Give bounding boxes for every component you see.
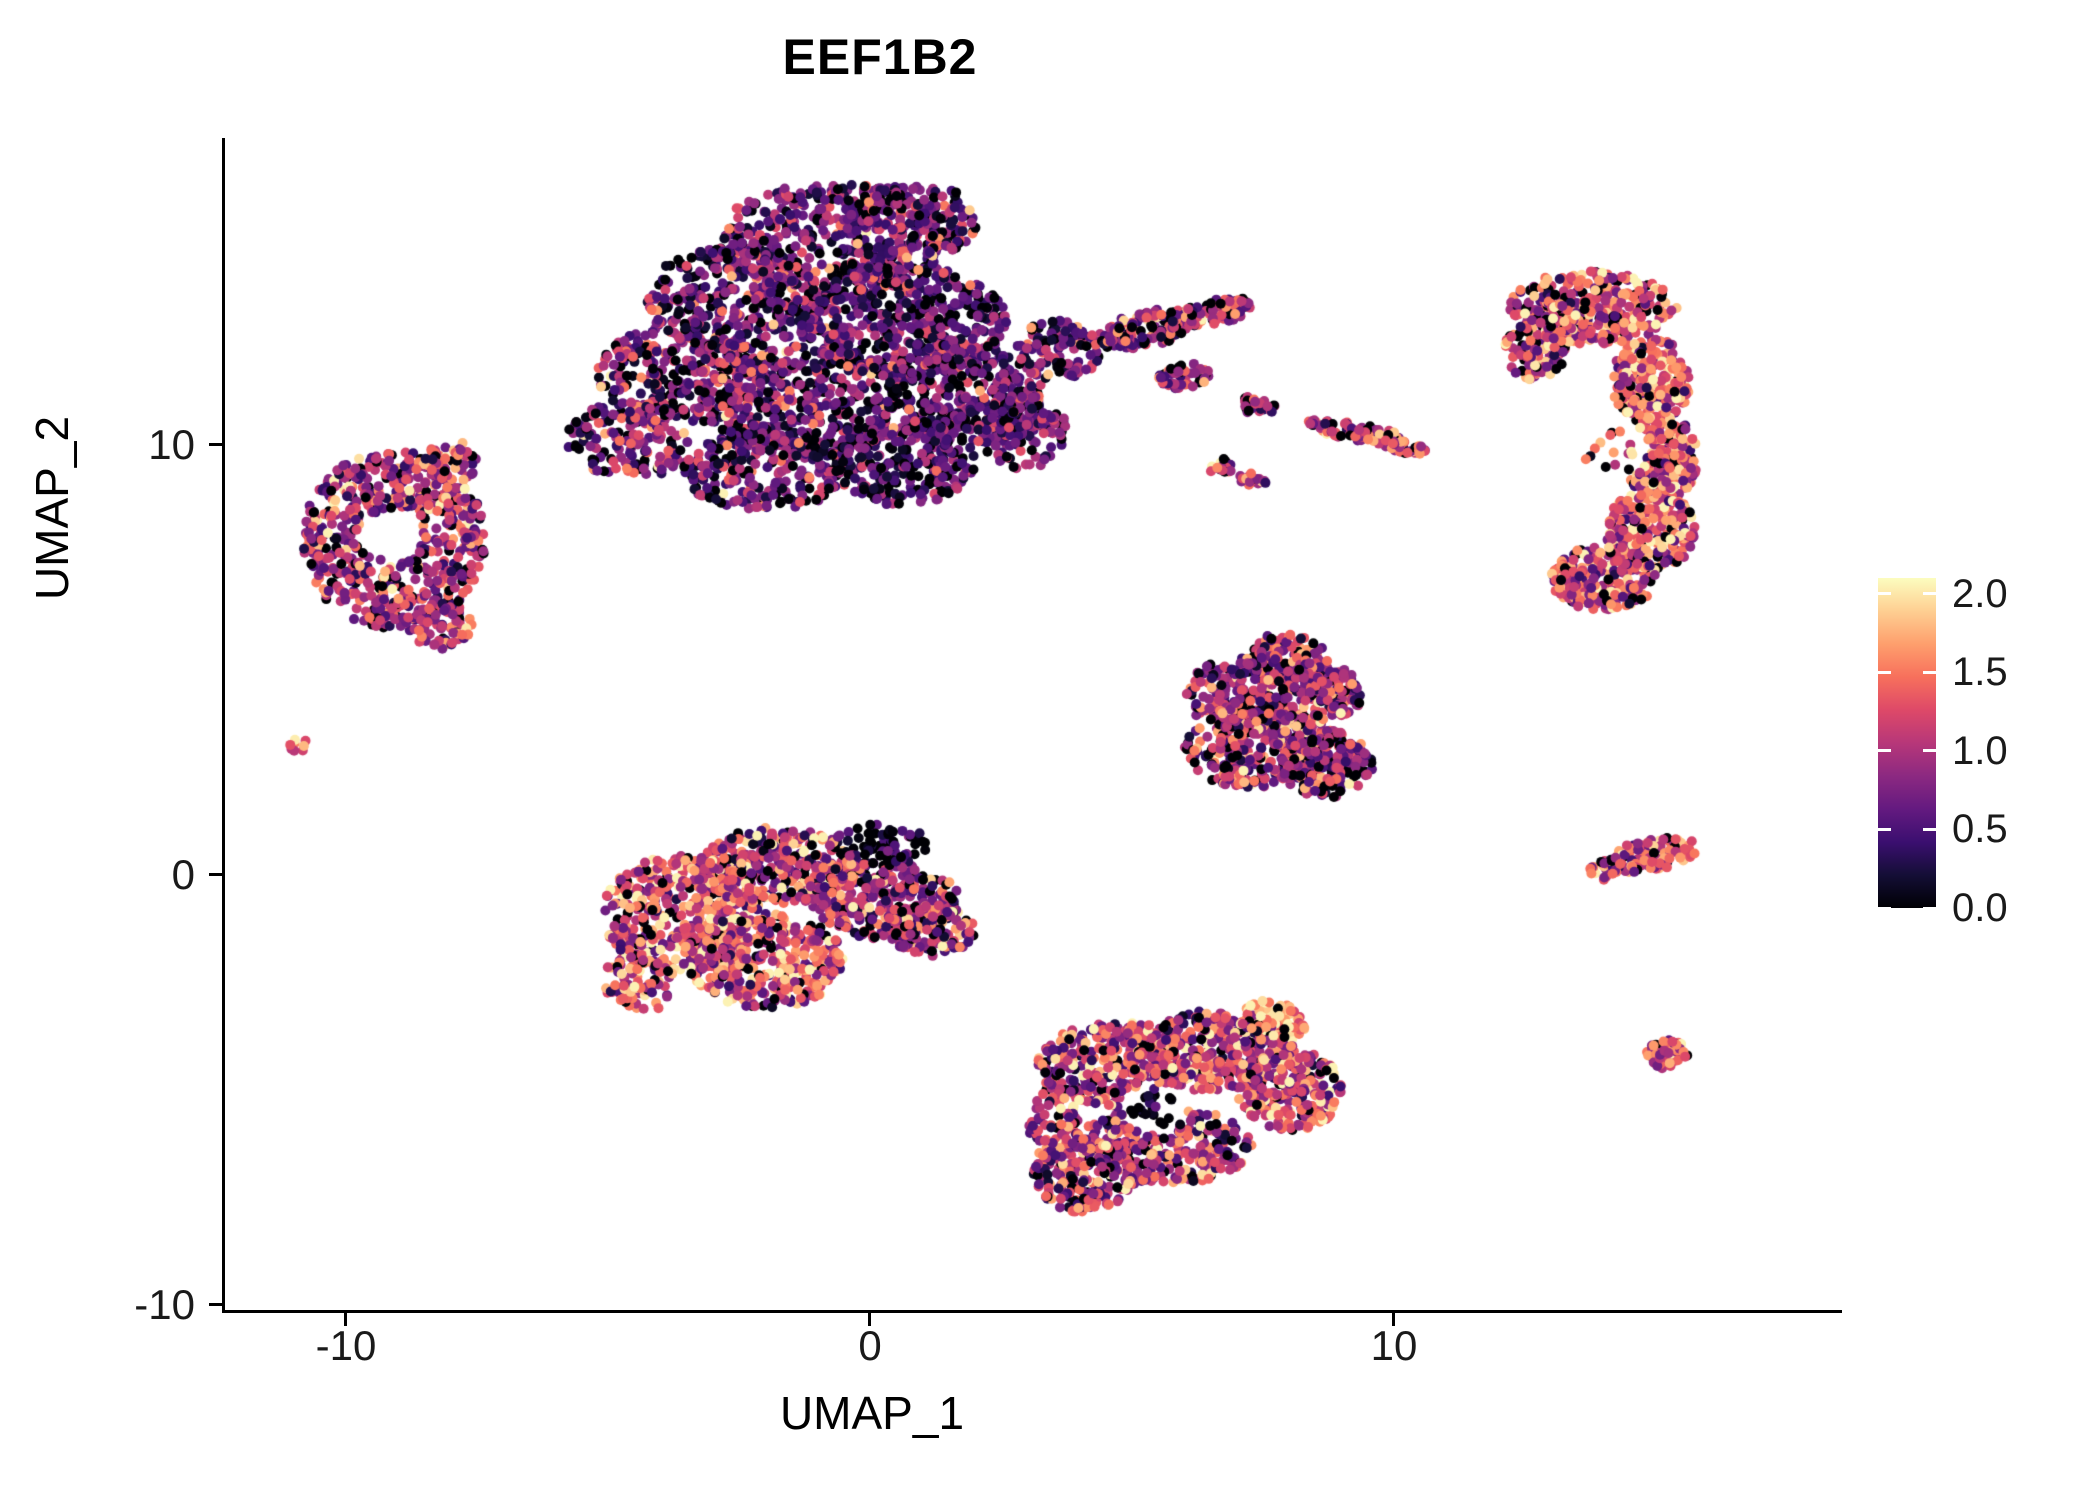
colorbar-tick-mark bbox=[1878, 827, 1891, 831]
colorbar-tick-mark bbox=[1878, 670, 1891, 674]
y-tick-mark bbox=[209, 1303, 222, 1306]
colorbar-tick-label: 2.0 bbox=[1952, 571, 2008, 616]
colorbar-tick-mark bbox=[1923, 592, 1936, 596]
y-tick-mark bbox=[209, 443, 222, 446]
y-axis-line bbox=[222, 138, 225, 1313]
x-axis-title: UMAP_1 bbox=[779, 1387, 965, 1439]
colorbar-tick-mark bbox=[1878, 592, 1891, 596]
y-tick-mark bbox=[209, 873, 222, 876]
plot-title: EEF1B2 bbox=[782, 29, 978, 85]
x-axis-tick-label: 10 bbox=[1370, 1322, 1418, 1369]
y-axis-tick-label: 10 bbox=[148, 421, 195, 468]
x-axis-line bbox=[222, 1310, 1842, 1313]
colorbar-tick-mark bbox=[1878, 749, 1891, 753]
colorbar-tick-mark bbox=[1923, 670, 1936, 674]
x-axis-tick-label: 0 bbox=[858, 1322, 882, 1369]
colorbar-tick-label: 1.0 bbox=[1952, 728, 2008, 773]
x-tick-mark bbox=[1392, 1313, 1395, 1326]
colorbar-tick-mark bbox=[1923, 749, 1936, 753]
x-tick-mark bbox=[868, 1313, 871, 1326]
x-axis-tick-label: -10 bbox=[315, 1322, 377, 1369]
x-tick-mark bbox=[344, 1313, 347, 1326]
colorbar-tick-mark bbox=[1878, 906, 1891, 910]
y-axis-title: UMAP_2 bbox=[26, 415, 78, 601]
colorbar-tick-label: 1.5 bbox=[1952, 650, 2008, 695]
colorbar-tick-mark bbox=[1923, 906, 1936, 910]
y-axis-tick-label: -10 bbox=[134, 1281, 195, 1328]
y-axis-tick-label: 0 bbox=[171, 851, 195, 898]
colorbar-tick-label: 0.5 bbox=[1952, 807, 2008, 852]
colorbar-gradient bbox=[1878, 578, 1936, 908]
colorbar-tick-mark bbox=[1923, 827, 1936, 831]
colorbar-tick-label: 0.0 bbox=[1952, 886, 2008, 930]
